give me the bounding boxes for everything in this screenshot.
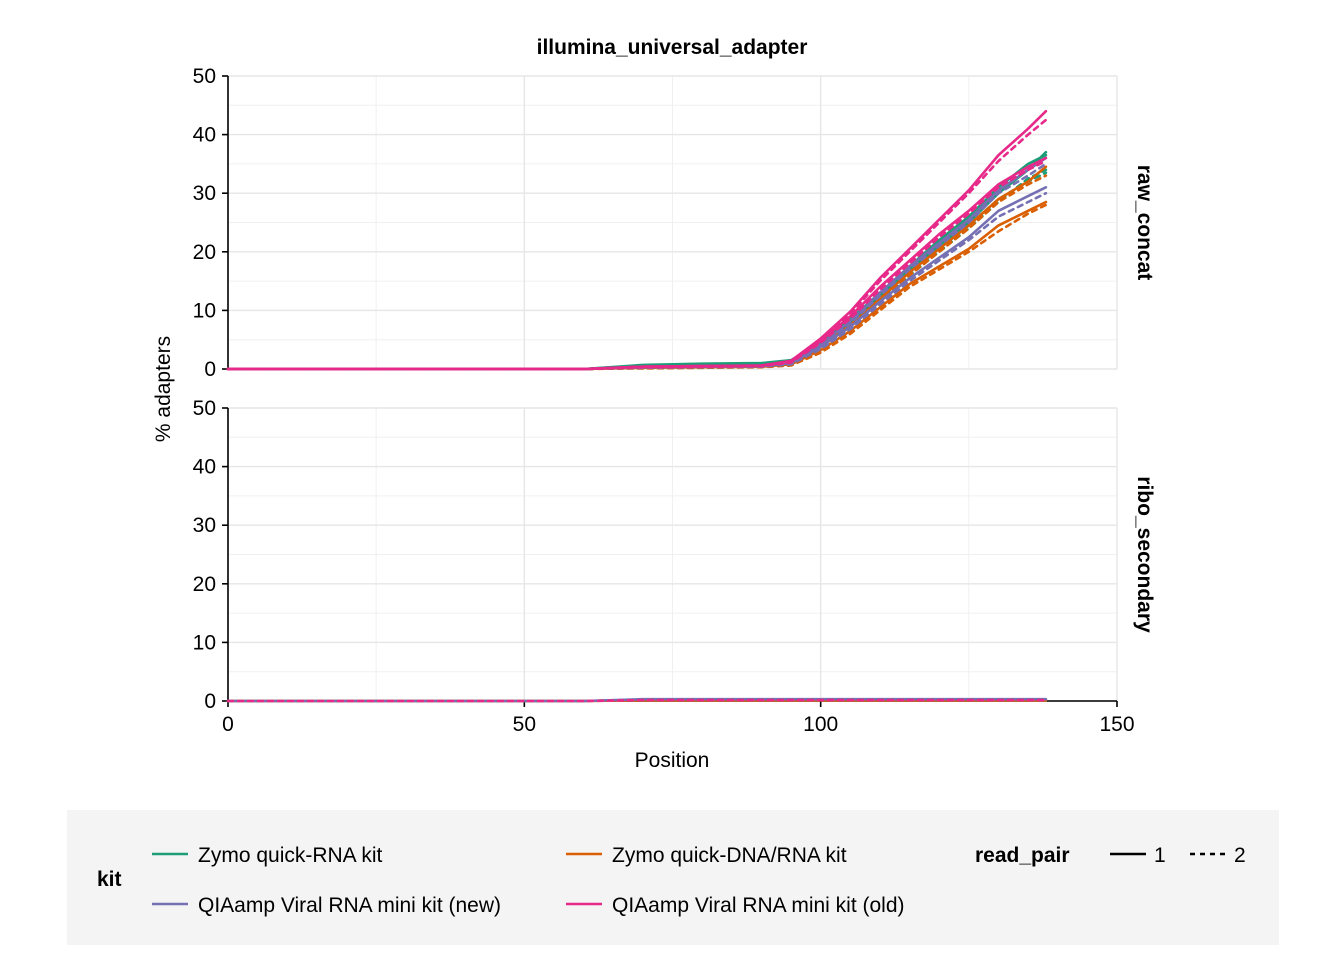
facet-panel-ribo_secondary: 0 10 20 30 40 50 0 50 100 150 ribo_secondary bbox=[193, 397, 1156, 736]
y-tick-label: 0 bbox=[204, 358, 216, 381]
series-line bbox=[226, 118, 1048, 371]
legend-entry-kit: QIAamp Viral RNA mini kit (new) bbox=[152, 894, 501, 917]
facet-label-ribo_secondary: ribo_secondary bbox=[1133, 476, 1156, 633]
y-tick-label: 10 bbox=[193, 299, 216, 322]
legend-title-read-pair: read_pair bbox=[975, 844, 1070, 867]
series-lines-ribo_secondary bbox=[226, 697, 1048, 703]
chart-title: illumina_universal_adapter bbox=[537, 36, 808, 59]
series-line bbox=[226, 203, 1048, 371]
x-axis-label: Position bbox=[635, 749, 710, 772]
legend-title-kit: kit bbox=[97, 868, 122, 891]
legend-label: Zymo quick-RNA kit bbox=[198, 844, 383, 867]
series-line bbox=[226, 698, 1048, 703]
legend-label: Zymo quick-DNA/RNA kit bbox=[612, 844, 847, 867]
facet-panels: 0 10 20 30 40 50 raw_concat 0 10 20 30 40 50 0 50 100 15… bbox=[193, 65, 1156, 736]
y-tick-label: 50 bbox=[193, 397, 216, 420]
x-tick-label: 100 bbox=[803, 713, 838, 736]
legend-entry-read-pair: 2 bbox=[1190, 844, 1246, 867]
legend-entry-kit: QIAamp Viral RNA mini kit (old) bbox=[566, 894, 905, 917]
y-tick-label: 0 bbox=[204, 690, 216, 713]
y-tick-label: 40 bbox=[193, 124, 216, 147]
legend-label: 2 bbox=[1234, 844, 1246, 867]
y-tick-label: 20 bbox=[193, 241, 216, 264]
legend-entry-kit: Zymo quick-DNA/RNA kit bbox=[566, 844, 847, 867]
legend-entry-kit: Zymo quick-RNA kit bbox=[152, 844, 383, 867]
series-line bbox=[226, 162, 1048, 371]
series-line bbox=[226, 200, 1048, 371]
y-tick-label: 20 bbox=[193, 573, 216, 596]
series-lines-raw_concat bbox=[226, 109, 1048, 371]
y-tick-label: 10 bbox=[193, 631, 216, 654]
x-tick-label: 150 bbox=[1099, 713, 1134, 736]
x-tick-label: 0 bbox=[222, 713, 234, 736]
legend-background bbox=[67, 810, 1279, 945]
y-tick-label: 30 bbox=[193, 182, 216, 205]
facet-panel-raw_concat: 0 10 20 30 40 50 raw_concat bbox=[193, 65, 1156, 381]
series-line bbox=[226, 159, 1048, 371]
legend-label: QIAamp Viral RNA mini kit (old) bbox=[612, 894, 905, 917]
y-axis-label: % adapters bbox=[152, 336, 175, 442]
legend-kit-entries: Zymo quick-RNA kit Zymo quick-DNA/RNA kit… bbox=[152, 844, 905, 917]
legend-label: QIAamp Viral RNA mini kit (new) bbox=[198, 894, 501, 917]
x-tick-label: 50 bbox=[513, 713, 536, 736]
y-tick-label: 50 bbox=[193, 65, 216, 88]
y-tick-label: 40 bbox=[193, 456, 216, 479]
legend-label: 1 bbox=[1154, 844, 1166, 867]
y-tick-label: 30 bbox=[193, 514, 216, 537]
facet-label-raw_concat: raw_concat bbox=[1133, 165, 1156, 281]
legend-entry-read-pair: 1 bbox=[1110, 844, 1166, 867]
legend: kit Zymo quick-RNA kit Zymo quick-DNA/RNA… bbox=[67, 810, 1279, 945]
